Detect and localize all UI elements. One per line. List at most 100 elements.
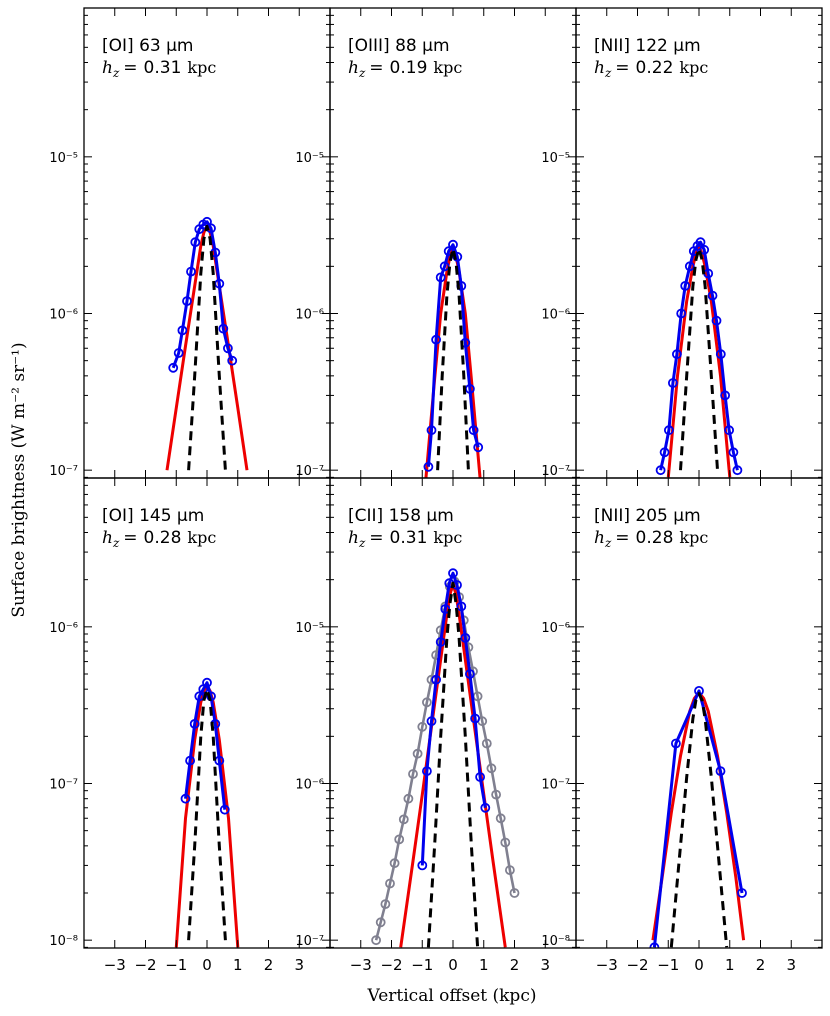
y-tick-label: 10⁻⁶: [541, 621, 570, 636]
series-beam-line: [436, 247, 470, 471]
panel-title: [CII] 158 μm: [348, 506, 454, 526]
hz-unit: kpc: [433, 528, 462, 547]
y-tick-label: 10⁻⁷: [541, 778, 570, 793]
panel-title: [NII] 205 μm: [594, 506, 701, 526]
observed-point: [190, 237, 201, 248]
x-tick-label: 1: [479, 956, 489, 974]
x-tick-label: 3: [786, 956, 796, 974]
panel-frame: [329, 477, 577, 949]
secondary-point: [504, 865, 515, 875]
observed-point: [715, 349, 726, 360]
secondary-point: [412, 748, 423, 759]
observed-point: [680, 280, 691, 291]
y-tick-label: 10⁻⁶: [49, 621, 78, 636]
secondary-point: [385, 878, 395, 889]
observed-point: [431, 334, 442, 345]
panel-frame: [575, 477, 823, 949]
y-tick-label: 10⁻⁵: [295, 621, 324, 636]
hz-symbol: h: [102, 528, 113, 548]
hz-symbol: h: [594, 528, 605, 548]
series-observed-line: [652, 689, 744, 948]
observed-point: [443, 246, 454, 257]
y-tick-label: 10⁻⁶: [295, 308, 324, 323]
scale-height-label: hz = 0.28 kpc: [594, 528, 708, 550]
series-observed-line: [420, 571, 487, 866]
series-beam-line: [679, 247, 719, 471]
hz-subscript: z: [604, 536, 612, 550]
hz-equals: =: [615, 58, 629, 78]
plot-area: [655, 237, 743, 478]
observed-point: [732, 465, 743, 476]
secondary-point: [389, 858, 400, 869]
scale-height-label: hz = 0.19 kpc: [348, 58, 462, 80]
observed-point: [177, 325, 188, 336]
x-tick-label: −2: [134, 956, 156, 974]
y-tick-label: 10⁻⁶: [295, 778, 324, 793]
y-tick-label: 10⁻⁷: [295, 464, 324, 479]
observed-point: [671, 738, 681, 749]
secondary-point: [421, 697, 432, 708]
plot-area: [174, 677, 240, 948]
observed-point: [668, 378, 678, 388]
hz-unit: kpc: [679, 528, 708, 547]
observed-point: [460, 633, 471, 643]
observed-point: [168, 362, 179, 373]
y-tick-label: 10⁻⁷: [295, 934, 324, 949]
observed-point: [173, 348, 184, 358]
hz-symbol: h: [594, 58, 605, 78]
observed-point: [185, 755, 196, 766]
secondary-point: [481, 738, 492, 749]
x-tick-label: −2: [380, 956, 402, 974]
plot-area: [165, 216, 249, 471]
hz-value: 0.31: [390, 528, 428, 548]
scale-height-label: hz = 0.28 kpc: [102, 528, 216, 550]
plot-area: [649, 686, 747, 948]
secondary-point: [403, 793, 414, 804]
observed-point: [222, 343, 233, 354]
observed-point: [456, 601, 467, 612]
y-tick-label: 10⁻⁵: [49, 151, 78, 166]
hz-value: 0.28: [636, 528, 674, 548]
observed-point: [720, 390, 730, 401]
secondary-point: [417, 721, 428, 732]
secondary-point: [486, 763, 497, 774]
scale-height-label: hz = 0.31 kpc: [348, 528, 462, 550]
observed-point: [464, 669, 475, 679]
x-tick-label: 1: [725, 956, 735, 974]
x-tick-label: −1: [657, 956, 679, 974]
y-tick-label: 10⁻⁸: [49, 934, 78, 949]
series-beam-line: [669, 692, 729, 948]
observed-point: [423, 461, 434, 472]
panel-frame: [83, 477, 331, 949]
panel-frame: [83, 7, 331, 479]
observed-point: [715, 766, 726, 776]
observed-point: [227, 355, 238, 366]
hz-symbol: h: [348, 58, 359, 78]
secondary-point: [371, 935, 382, 946]
x-tick-label: −3: [104, 956, 126, 974]
observed-point: [202, 677, 212, 688]
y-tick-label: 10⁻⁶: [541, 308, 570, 323]
hz-unit: kpc: [679, 58, 708, 77]
hz-subscript: z: [112, 536, 120, 550]
secondary-point: [500, 837, 511, 848]
observed-point: [186, 266, 196, 277]
secondary-point: [509, 888, 520, 898]
panel-frame: [329, 7, 577, 479]
observed-point: [659, 447, 670, 458]
hz-equals: =: [615, 528, 629, 548]
observed-point: [684, 261, 695, 272]
hz-equals: =: [123, 528, 137, 548]
x-tick-label: −1: [165, 956, 187, 974]
observed-point: [435, 272, 446, 283]
hz-value: 0.28: [144, 528, 182, 548]
observed-point: [426, 716, 437, 727]
panel-title: [OI] 145 μm: [102, 506, 204, 526]
observed-point: [695, 237, 706, 248]
